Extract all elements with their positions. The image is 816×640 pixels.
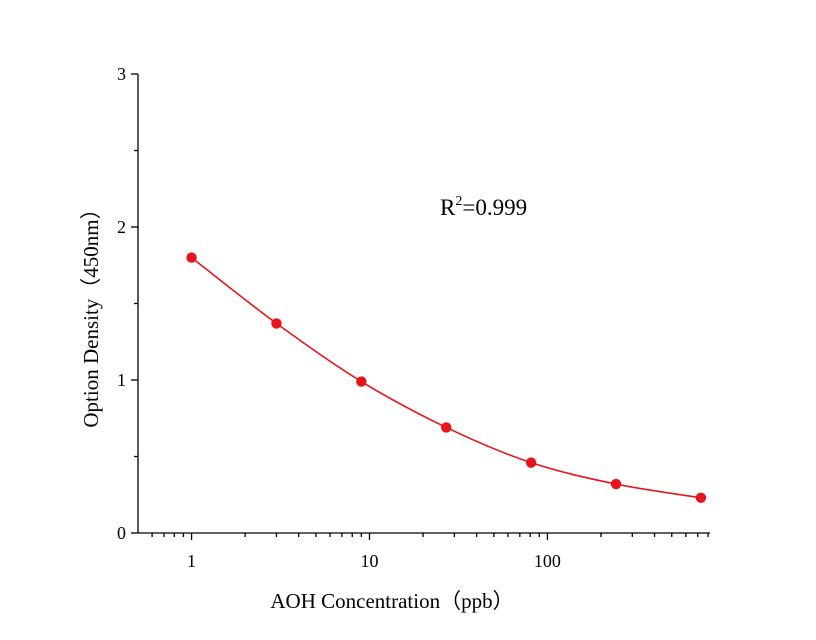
data-point	[610, 478, 622, 490]
x-axis-title: AOH Concentration（ppb）	[270, 589, 513, 613]
data-point	[186, 252, 197, 263]
y-tick-label: 2	[117, 217, 126, 237]
fit-curve	[191, 256, 702, 499]
y-axis-title: Option Density（450nm）	[79, 198, 103, 427]
r-squared-annotation: R2=0.999	[440, 194, 527, 220]
chart-axes: 0 1 2 3 1 10 100	[117, 64, 710, 571]
y-tick-label: 0	[117, 523, 126, 543]
data-point	[525, 457, 537, 468]
x-tick-label: 1	[187, 551, 196, 571]
r-squared-superscript: 2	[455, 194, 462, 209]
y-tick-label: 1	[117, 370, 126, 390]
data-point	[441, 422, 452, 433]
chart-plot-area	[186, 252, 707, 504]
data-point	[356, 376, 367, 387]
data-point	[271, 318, 282, 329]
data-point	[695, 492, 707, 504]
x-tick-label: 10	[360, 551, 378, 571]
r-squared-value: =0.999	[462, 195, 527, 220]
r-squared-base: R	[440, 195, 456, 220]
y-tick-label: 3	[117, 64, 126, 84]
x-tick-label: 100	[534, 551, 561, 571]
